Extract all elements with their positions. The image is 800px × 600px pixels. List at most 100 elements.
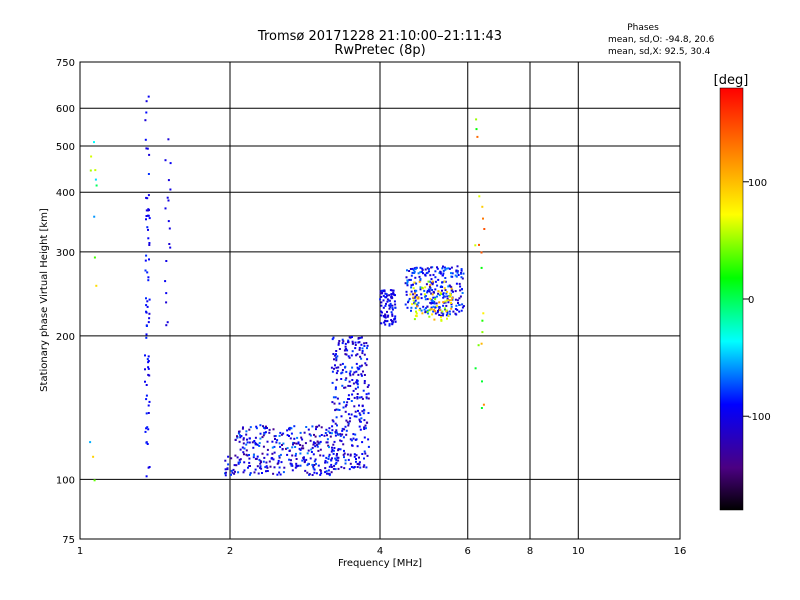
data-point xyxy=(442,265,444,268)
data-point xyxy=(365,393,368,396)
data-point xyxy=(348,372,351,375)
data-point xyxy=(253,440,256,442)
data-point xyxy=(356,397,359,400)
data-point xyxy=(274,438,276,440)
data-point xyxy=(440,318,443,321)
data-point xyxy=(306,452,309,455)
data-point xyxy=(475,118,478,121)
data-point xyxy=(383,321,386,324)
data-point xyxy=(252,453,255,456)
data-point xyxy=(394,294,396,297)
data-point xyxy=(168,243,171,245)
data-point xyxy=(390,311,393,314)
data-point xyxy=(230,457,233,460)
data-point xyxy=(390,296,393,299)
data-point xyxy=(345,433,348,436)
data-point xyxy=(298,447,301,450)
data-point xyxy=(450,287,453,290)
data-point xyxy=(334,468,337,471)
colorbar-label: [deg] xyxy=(714,73,749,88)
data-point xyxy=(456,308,459,311)
data-point xyxy=(289,437,292,440)
data-point xyxy=(145,297,147,300)
data-point xyxy=(231,471,234,474)
data-point xyxy=(353,453,356,456)
data-point xyxy=(335,429,338,432)
data-point xyxy=(307,449,310,452)
data-point xyxy=(238,440,241,443)
data-point xyxy=(234,454,237,457)
data-point xyxy=(414,307,417,310)
data-point xyxy=(145,111,148,114)
data-point xyxy=(449,285,452,288)
y-tick-label: 500 xyxy=(56,142,75,153)
data-point xyxy=(482,312,485,315)
data-point xyxy=(304,442,307,445)
data-point xyxy=(440,314,442,317)
data-point xyxy=(145,412,148,415)
data-point xyxy=(447,314,450,317)
data-point xyxy=(145,384,148,386)
data-point xyxy=(436,295,438,298)
data-point xyxy=(432,302,434,304)
data-point xyxy=(427,312,429,315)
data-point xyxy=(316,445,319,448)
data-point xyxy=(367,397,370,400)
data-point xyxy=(455,282,458,285)
data-point xyxy=(334,463,337,465)
data-point xyxy=(437,292,440,295)
data-point xyxy=(330,459,333,462)
y-tick-label: 100 xyxy=(56,475,75,486)
data-point xyxy=(230,469,233,472)
data-point xyxy=(95,184,98,187)
data-point xyxy=(273,466,276,469)
data-point xyxy=(255,425,258,428)
x-tick-label: 1 xyxy=(77,546,83,557)
data-point xyxy=(431,289,434,291)
data-point xyxy=(361,453,364,455)
data-point xyxy=(384,319,387,322)
data-point xyxy=(427,268,430,270)
data-point xyxy=(366,386,369,388)
data-point xyxy=(418,280,421,283)
data-point xyxy=(300,436,303,439)
data-point xyxy=(449,295,451,298)
data-point xyxy=(309,434,312,437)
data-point xyxy=(294,446,297,448)
data-point xyxy=(361,352,364,355)
data-point xyxy=(347,339,350,342)
data-point xyxy=(407,301,409,304)
data-point xyxy=(331,449,334,451)
data-point xyxy=(93,256,96,259)
data-point xyxy=(386,310,388,313)
data-point xyxy=(169,162,172,165)
data-point xyxy=(147,95,150,98)
data-point xyxy=(384,313,387,316)
data-point xyxy=(279,445,282,448)
data-point xyxy=(260,461,262,464)
data-point xyxy=(410,284,413,287)
data-point xyxy=(416,296,419,299)
data-point xyxy=(335,353,337,356)
data-point xyxy=(147,173,150,175)
data-point xyxy=(348,420,351,423)
data-point xyxy=(434,280,437,283)
data-point xyxy=(434,310,437,313)
data-point xyxy=(367,438,370,441)
data-point xyxy=(440,316,442,319)
data-point xyxy=(478,195,481,198)
data-point xyxy=(385,302,387,305)
data-point xyxy=(358,348,361,351)
data-point xyxy=(441,281,444,284)
data-point xyxy=(336,456,339,459)
data-point xyxy=(386,315,389,318)
data-point xyxy=(94,169,97,172)
data-point xyxy=(349,453,352,456)
data-point xyxy=(341,338,344,341)
data-point xyxy=(439,272,442,275)
data-point xyxy=(324,461,327,464)
data-point xyxy=(363,436,366,439)
data-point xyxy=(352,382,355,385)
data-point xyxy=(280,461,283,464)
data-point xyxy=(313,460,316,463)
